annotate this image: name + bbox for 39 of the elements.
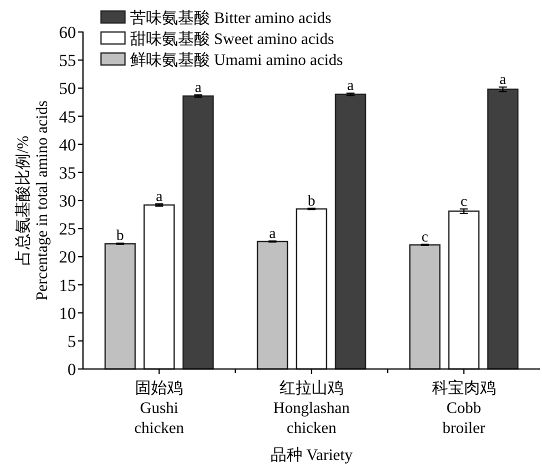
bar <box>144 204 175 370</box>
y-tick-label: 15 <box>59 276 76 295</box>
legend-label: 苦味氨基酸 Bitter amino acids <box>130 9 332 27</box>
data-label: a <box>269 226 276 242</box>
x-tick-label: 固始鸡 Gushi chicken <box>134 380 184 437</box>
y-tick-label: 25 <box>59 220 76 239</box>
bar <box>256 240 288 370</box>
bar <box>409 244 440 370</box>
data-label: a <box>499 72 506 88</box>
bar <box>296 208 328 370</box>
legend-label: 鲜味氨基酸 Umami amino acids <box>130 51 343 69</box>
y-tick-label: 5 <box>68 332 76 351</box>
data-label: b <box>116 228 124 244</box>
y-tick-label: 60 <box>59 23 76 42</box>
data-label: c <box>421 229 428 246</box>
bar <box>334 94 366 370</box>
x-axis-title: 品种 Variety <box>270 446 353 464</box>
y-tick-label: 35 <box>59 163 76 182</box>
bar <box>487 88 518 370</box>
y-tick-label: 10 <box>59 304 76 323</box>
y-tick-label: 0 <box>68 360 76 379</box>
data-label: b <box>308 193 316 210</box>
legend-label: 甜味氨基酸 Sweet amino acids <box>130 30 334 48</box>
y-axis-title: 占总氨基酸比例/% Percentage in total amino acids <box>14 100 51 300</box>
data-label: c <box>460 194 468 210</box>
data-label: a <box>156 188 163 205</box>
y-tick-label: 30 <box>59 192 76 210</box>
y-tick-label: 50 <box>59 79 76 98</box>
bar <box>104 243 136 370</box>
y-tick-label: 55 <box>59 51 76 70</box>
x-tick-label: 红拉山鸡 Honglashan chicken <box>273 379 350 437</box>
y-tick-label: 40 <box>59 135 76 154</box>
y-tick-label: 45 <box>59 107 76 126</box>
x-tick-label: 科宝肉鸡 Cobb broiler <box>432 379 496 437</box>
bar <box>448 210 480 370</box>
y-tick-label: 20 <box>59 248 76 267</box>
data-label: a <box>347 78 354 94</box>
data-label: a <box>194 80 202 96</box>
bar <box>182 95 214 370</box>
